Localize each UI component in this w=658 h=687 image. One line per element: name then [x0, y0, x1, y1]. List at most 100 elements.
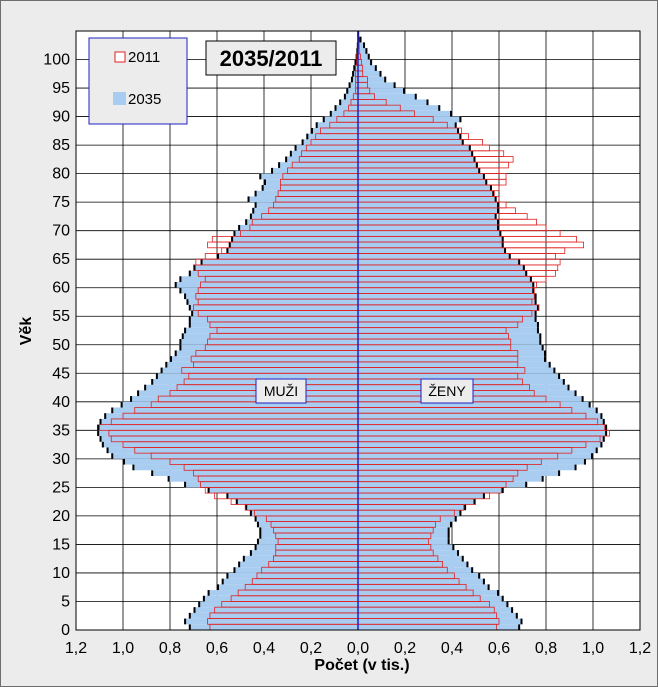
- bar-2035-female-edge-97: [379, 70, 382, 77]
- bar-2035-female-edge-90: [450, 110, 452, 117]
- bar-2035-female-30: [358, 453, 593, 459]
- bar-2035-male-38: [111, 407, 358, 414]
- bar-2035-female-edge-59: [532, 287, 535, 294]
- bar-2035-male-edge-8: [221, 578, 224, 585]
- bar-2035-female-8: [358, 578, 485, 585]
- bar-2035-female-9: [358, 572, 481, 579]
- bar-2035-female-edge-71: [497, 219, 499, 225]
- bar-2035-female-edge-6: [497, 590, 499, 596]
- bar-2035-female-edge-16: [447, 533, 450, 539]
- bar-2035-female-74: [358, 202, 499, 208]
- bar-2035-male-43: [151, 378, 358, 385]
- bar-2035-male-edge-7: [217, 584, 219, 591]
- bar-2035-male-9: [226, 572, 358, 579]
- bar-2035-male-edge-17: [259, 527, 262, 534]
- bar-2035-male-44: [155, 373, 358, 379]
- y-tick-label: 15: [52, 536, 70, 553]
- bar-2035-male-47: [170, 356, 358, 362]
- bar-2035-female-edge-8: [482, 578, 485, 585]
- bar-2035-female-edge-49: [541, 344, 544, 351]
- bar-2035-male-edge-53: [188, 321, 191, 328]
- y-tick-labels: 0 5 10 15 20 25 30 35 40 45 50 55 60 65 70 75 80 85 90 95 10…: [43, 52, 70, 639]
- bar-2035-male-edge-38: [111, 407, 114, 414]
- bar-2035-male-12: [242, 555, 358, 562]
- bar-2035-male-94: [346, 88, 358, 94]
- bar-2035-female-34: [358, 430, 608, 437]
- bar-2035-female-13: [358, 550, 460, 556]
- bar-2035-male-86: [306, 133, 358, 140]
- bar-2035-male-57: [186, 299, 358, 305]
- bar-2035-female-edge-30: [591, 453, 593, 459]
- bar-2035-female-12: [358, 555, 464, 562]
- bar-2035-male-48: [174, 350, 358, 357]
- bar-2035-male-edge-85: [301, 139, 304, 146]
- bar-2035-male-edge-87: [311, 127, 313, 134]
- bar-2035-male-edge-20: [249, 510, 252, 516]
- bar-2035-female-97: [358, 70, 382, 77]
- bar-2035-male-33: [99, 436, 358, 442]
- bar-2035-female-78: [358, 179, 488, 186]
- bar-2035-male-34: [97, 430, 359, 437]
- bar-2035-male-20: [249, 510, 358, 516]
- bar-2035-female-edge-89: [459, 116, 462, 123]
- bar-2035-male-60: [174, 282, 358, 288]
- bar-2035-male-edge-65: [217, 253, 219, 260]
- x-tick-label: 1,2: [65, 640, 87, 657]
- y-tick-label: 5: [61, 593, 70, 610]
- bar-2035-female-85: [358, 139, 464, 146]
- bar-2035-male-46: [165, 361, 358, 368]
- bar-2035-female-edge-56: [536, 304, 539, 311]
- bar-2035-male-53: [188, 321, 358, 328]
- bar-2035-female-edge-24: [501, 487, 504, 494]
- bar-2035-male-1: [184, 618, 358, 625]
- bar-2035-male-92: [339, 99, 358, 106]
- x-tick-label: 0,8: [159, 640, 181, 657]
- x-tick-label: 0,6: [206, 640, 228, 657]
- bar-2035-female-68: [358, 236, 504, 243]
- bar-2035-female-23: [358, 493, 485, 499]
- bar-2035-male-45: [160, 367, 358, 374]
- bar-2035-male-35: [97, 424, 359, 431]
- bar-2035-male-69: [233, 230, 358, 237]
- bar-2035-male-edge-57: [186, 299, 189, 305]
- y-tick-label: 60: [52, 280, 70, 297]
- bar-2035-female-edge-22: [473, 498, 476, 505]
- bar-2035-female-edge-29: [583, 458, 586, 465]
- bar-2035-male-edge-15: [256, 538, 259, 545]
- bar-2035-male-21: [245, 504, 358, 511]
- bar-2035-female-edge-11: [466, 561, 469, 568]
- bar-2035-male-edge-37: [104, 413, 107, 419]
- bar-2035-male-edge-19: [254, 515, 257, 522]
- bar-2035-male-5: [202, 595, 358, 602]
- bar-2035-male-edge-39: [120, 401, 123, 408]
- bar-2035-male-edge-55: [191, 310, 194, 317]
- bar-2035-female-edge-85: [461, 139, 464, 146]
- bar-2035-female-edge-5: [501, 595, 504, 602]
- bar-2035-female-edge-82: [473, 156, 476, 163]
- bar-2035-male-edge-67: [228, 242, 231, 248]
- bar-2035-female-37: [358, 413, 603, 419]
- bar-2035-female-edge-20: [459, 510, 462, 516]
- bar-2035-female-18: [358, 521, 452, 528]
- bar-2035-female-4: [358, 601, 509, 608]
- bar-2035-male-edge-4: [198, 601, 201, 608]
- bar-2035-male-6: [207, 590, 358, 596]
- bar-2035-male-63: [193, 264, 358, 271]
- bar-2035-male-edge-28: [132, 464, 135, 471]
- bar-2035-female-15: [358, 538, 450, 545]
- bar-2035-female-67: [358, 242, 504, 248]
- bar-2035-male-36: [99, 418, 358, 425]
- bar-2035-female-edge-83: [471, 150, 474, 157]
- bar-2035-female-45: [358, 367, 556, 374]
- y-tick-label: 85: [52, 137, 70, 154]
- legend-swatch-2035: [113, 92, 126, 105]
- bar-2035-male-edge-49: [179, 344, 182, 351]
- bar-2035-female-edge-43: [562, 378, 565, 385]
- bar-2035-female-61: [358, 276, 532, 283]
- bar-2035-male-42: [144, 384, 358, 391]
- bar-2035-male-23: [226, 493, 358, 499]
- bar-2035-female-95: [358, 82, 396, 89]
- bar-2035-female-27: [358, 470, 561, 476]
- bar-2035-male-93: [343, 93, 358, 100]
- y-tick-label: 20: [52, 508, 70, 525]
